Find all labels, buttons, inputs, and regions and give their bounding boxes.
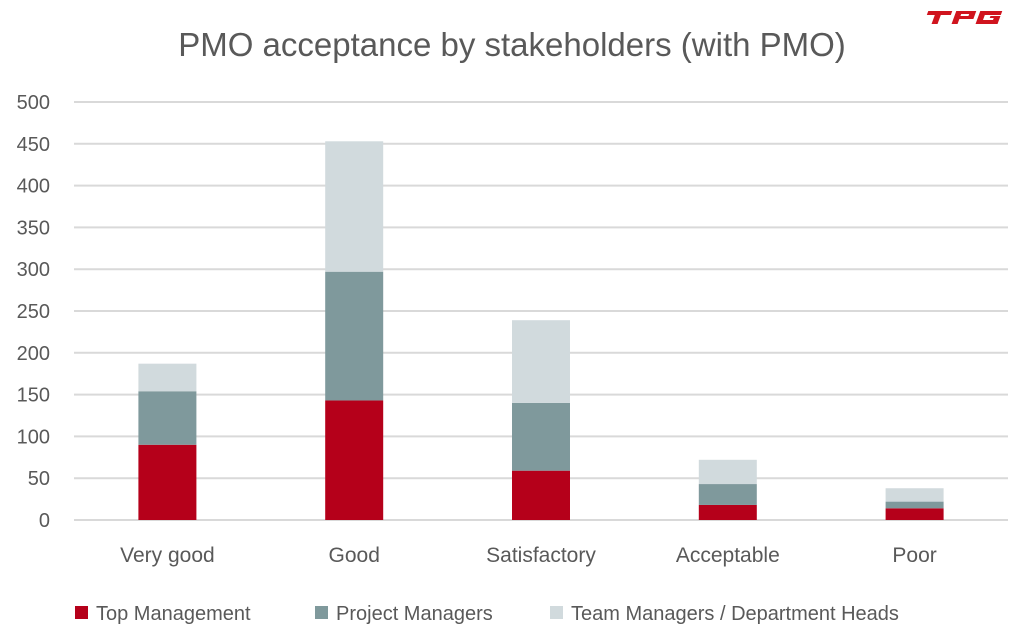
y-tick-label: 200 bbox=[17, 343, 50, 365]
y-tick-label: 100 bbox=[17, 426, 50, 448]
x-category-label: Acceptable bbox=[676, 544, 780, 567]
chart-title: PMO acceptance by stakeholders (with PMO… bbox=[178, 26, 846, 63]
y-tick-label: 250 bbox=[17, 301, 50, 323]
bar-segment bbox=[325, 141, 384, 272]
y-tick-label: 0 bbox=[39, 510, 50, 532]
legend-swatch bbox=[75, 606, 88, 619]
y-tick-label: 150 bbox=[17, 385, 50, 407]
bar-segment bbox=[885, 488, 944, 502]
bar-segment bbox=[138, 391, 197, 445]
x-category-label: Good bbox=[329, 544, 380, 567]
legend-label: Top Management bbox=[96, 603, 251, 625]
y-tick-label: 300 bbox=[17, 259, 50, 281]
bar-segment bbox=[698, 484, 757, 505]
y-tick-label: 400 bbox=[17, 176, 50, 198]
bar-segment bbox=[885, 501, 944, 509]
bar-segment bbox=[885, 508, 944, 520]
x-category-label: Poor bbox=[892, 544, 936, 567]
bar-segment bbox=[138, 363, 197, 392]
y-tick-label: 500 bbox=[17, 92, 50, 114]
x-category-label: Very good bbox=[120, 544, 215, 567]
legend-swatch bbox=[550, 606, 563, 619]
bar-segment bbox=[512, 470, 570, 520]
bar-segment bbox=[698, 504, 757, 520]
bar-segment bbox=[512, 402, 570, 471]
bar-segment bbox=[138, 444, 197, 520]
y-tick-label: 350 bbox=[17, 217, 50, 239]
bar-segment bbox=[325, 400, 384, 520]
y-tick-label: 50 bbox=[28, 468, 50, 490]
legend-label: Team Managers / Department Heads bbox=[571, 603, 899, 625]
legend-label: Project Managers bbox=[336, 603, 493, 625]
bar-segment bbox=[698, 459, 757, 485]
bar-segment bbox=[325, 271, 384, 401]
y-tick-label: 450 bbox=[17, 134, 50, 156]
bar-segment bbox=[512, 320, 570, 403]
tpg-logo bbox=[926, 11, 1003, 24]
legend-swatch bbox=[315, 606, 328, 619]
x-category-label: Satisfactory bbox=[486, 544, 596, 567]
